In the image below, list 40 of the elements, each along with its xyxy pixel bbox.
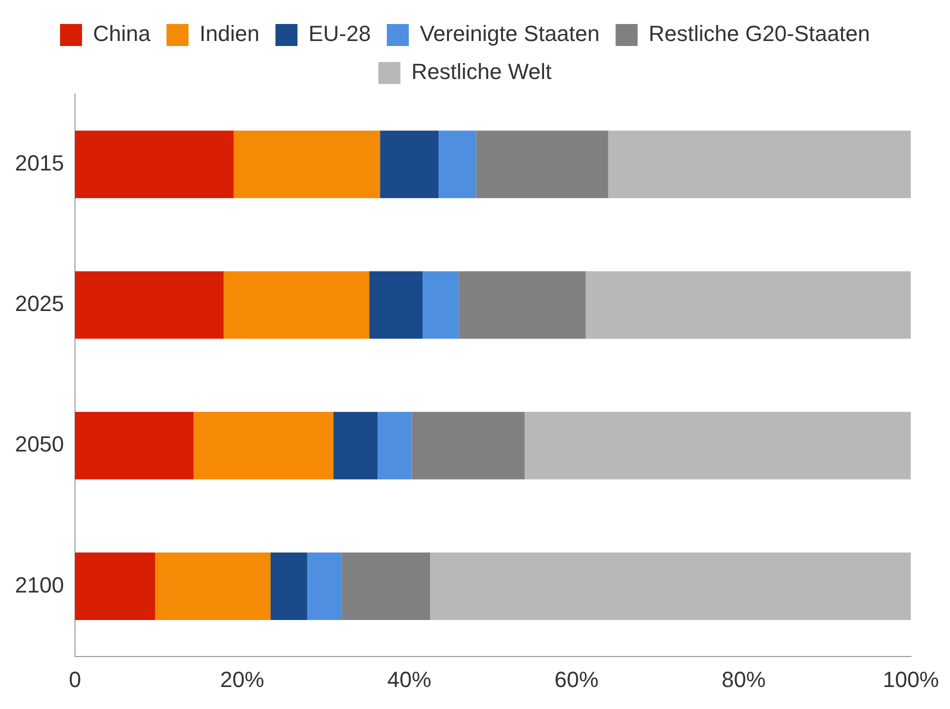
y-tick-label: 2015 xyxy=(14,150,64,176)
bar xyxy=(333,412,378,480)
x-tick-label: 100% xyxy=(882,666,940,692)
x-tick-label: 20% xyxy=(220,666,264,692)
bar xyxy=(438,130,476,198)
bar xyxy=(270,552,308,620)
y-tick-label: 2050 xyxy=(14,432,64,457)
bar xyxy=(378,412,412,480)
bar xyxy=(74,412,194,480)
legend-label: Indien xyxy=(200,21,260,46)
bar xyxy=(586,271,911,339)
x-tick-label: 80% xyxy=(722,666,766,692)
bar xyxy=(224,271,370,339)
x-tick-label: 40% xyxy=(387,666,432,692)
bar xyxy=(155,552,271,620)
bar xyxy=(74,271,224,339)
bar xyxy=(194,412,334,480)
legend-label: Vereinigte Staaten xyxy=(420,21,600,46)
bar xyxy=(430,552,911,620)
bar xyxy=(234,130,380,198)
bar xyxy=(422,271,459,339)
bar xyxy=(524,412,911,480)
bar xyxy=(380,130,439,198)
bar xyxy=(342,552,430,620)
x-tick-label: 60% xyxy=(554,666,599,692)
bar xyxy=(476,130,608,198)
bar xyxy=(74,552,156,620)
x-tick-label: 0 xyxy=(68,666,82,692)
y-tick-label: 2025 xyxy=(14,291,64,316)
bar xyxy=(608,130,911,198)
bar xyxy=(74,130,234,198)
bar xyxy=(458,271,586,339)
legend-label: Restliche G20-Staaten xyxy=(648,21,870,46)
legend-label: Restliche Welt xyxy=(411,59,552,84)
bar xyxy=(412,412,525,480)
bar xyxy=(369,271,423,339)
y-tick-label: 2100 xyxy=(14,572,64,598)
legend-label: China xyxy=(93,21,152,46)
legend-label: EU-28 xyxy=(308,21,371,46)
bar xyxy=(307,552,342,620)
